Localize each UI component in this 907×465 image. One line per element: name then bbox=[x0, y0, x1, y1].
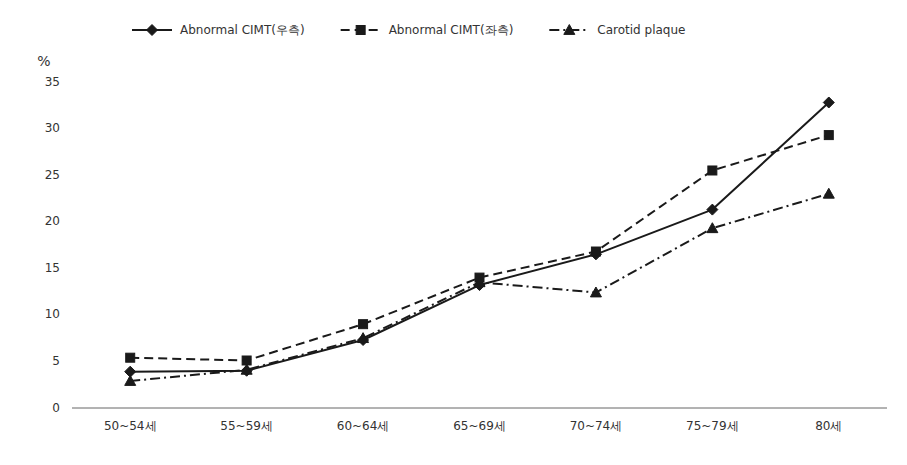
y-tick-label: 30 bbox=[45, 121, 60, 135]
legend-label: Abnormal CIMT(좌측) bbox=[389, 23, 514, 37]
y-axis: 0 5 10 15 20 25 30 35 bbox=[45, 75, 60, 415]
y-tick-label: 0 bbox=[52, 401, 60, 415]
point[interactable] bbox=[707, 223, 718, 233]
series-line bbox=[130, 102, 829, 371]
point[interactable] bbox=[359, 320, 368, 329]
point[interactable] bbox=[591, 247, 600, 256]
point[interactable] bbox=[708, 166, 717, 175]
x-tick-label: 60~64세 bbox=[337, 419, 390, 433]
point[interactable] bbox=[126, 353, 135, 362]
legend-marker bbox=[356, 26, 365, 35]
point[interactable] bbox=[823, 188, 834, 198]
x-tick-label: 55~59세 bbox=[220, 419, 273, 433]
plot-area bbox=[125, 97, 835, 385]
legend-marker bbox=[564, 25, 575, 35]
legend-label: Abnormal CIMT(우측) bbox=[180, 23, 305, 37]
series bbox=[125, 97, 835, 377]
legend-item: Abnormal CIMT(좌측) bbox=[341, 23, 514, 37]
series bbox=[126, 131, 834, 365]
y-tick-label: 20 bbox=[45, 214, 60, 228]
y-tick-label: 15 bbox=[45, 261, 60, 275]
x-tick-label: 80세 bbox=[815, 419, 842, 433]
point[interactable] bbox=[358, 333, 369, 343]
x-tick-label: 70~74세 bbox=[570, 419, 623, 433]
legend-label: Carotid plaque bbox=[597, 23, 685, 37]
legend-marker bbox=[147, 25, 158, 36]
x-tick-label: 50~54세 bbox=[104, 419, 157, 433]
y-tick-label: 25 bbox=[45, 168, 60, 182]
point[interactable] bbox=[590, 287, 601, 297]
y-tick-label: 10 bbox=[45, 307, 60, 321]
x-tick-label: 75~79세 bbox=[686, 419, 739, 433]
legend: Abnormal CIMT(우측) Abnormal CIMT(좌측) Caroti… bbox=[132, 23, 685, 37]
x-axis: 50~54세 55~59세 60~64세 65~69세 70~74세 75~79세 80세 bbox=[72, 408, 887, 433]
point[interactable] bbox=[474, 277, 485, 287]
legend-item: Carotid plaque bbox=[549, 23, 685, 37]
x-tick-label: 65~69세 bbox=[453, 419, 506, 433]
point[interactable] bbox=[707, 204, 718, 215]
series-line bbox=[130, 194, 829, 381]
point[interactable] bbox=[823, 97, 834, 108]
x-axis-line bbox=[72, 408, 887, 409]
y-axis-label: % bbox=[37, 53, 50, 69]
legend-item: Abnormal CIMT(우측) bbox=[132, 23, 305, 37]
chart: 0 5 10 15 20 25 30 35% 50~54세 55~59세 60~64세 65~69세 7… bbox=[0, 0, 907, 465]
point[interactable] bbox=[824, 131, 833, 140]
point[interactable] bbox=[241, 365, 252, 376]
y-tick-label: 5 bbox=[52, 354, 60, 368]
point[interactable] bbox=[241, 364, 252, 374]
y-tick-label: 35 bbox=[45, 75, 60, 89]
point[interactable] bbox=[125, 375, 136, 385]
series-line bbox=[130, 135, 829, 360]
chart-container: 0 5 10 15 20 25 30 35% 50~54세 55~59세 60~64세 65~69세 7… bbox=[0, 0, 907, 465]
series bbox=[125, 188, 835, 385]
